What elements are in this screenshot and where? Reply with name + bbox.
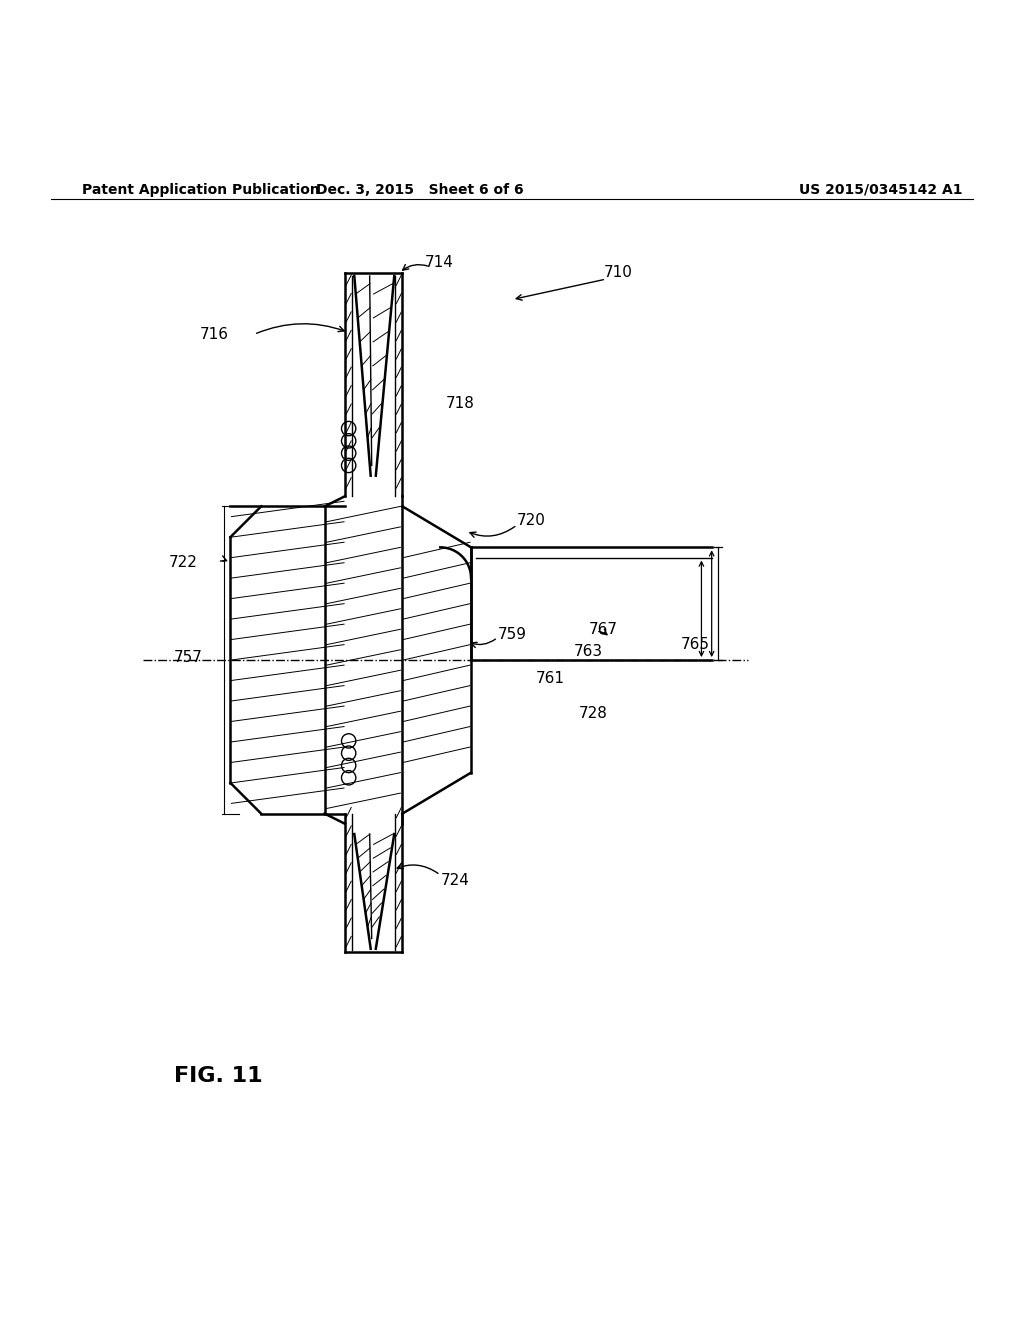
Text: 718: 718 [445, 396, 474, 412]
Text: 765: 765 [681, 638, 710, 652]
Text: US 2015/0345142 A1: US 2015/0345142 A1 [799, 182, 963, 197]
Text: FIG. 11: FIG. 11 [174, 1065, 263, 1086]
Text: 728: 728 [579, 706, 607, 721]
Text: 757: 757 [174, 651, 203, 665]
Text: Dec. 3, 2015   Sheet 6 of 6: Dec. 3, 2015 Sheet 6 of 6 [316, 182, 523, 197]
Text: 722: 722 [169, 556, 198, 570]
Text: 714: 714 [425, 255, 454, 271]
Text: 710: 710 [604, 265, 633, 280]
Text: 763: 763 [573, 644, 602, 659]
Text: 724: 724 [440, 873, 469, 887]
Text: 759: 759 [498, 627, 526, 642]
Text: 716: 716 [200, 327, 228, 342]
Text: 720: 720 [517, 513, 546, 528]
Text: Patent Application Publication: Patent Application Publication [82, 182, 319, 197]
Text: 761: 761 [536, 671, 564, 686]
Text: 767: 767 [589, 622, 617, 636]
